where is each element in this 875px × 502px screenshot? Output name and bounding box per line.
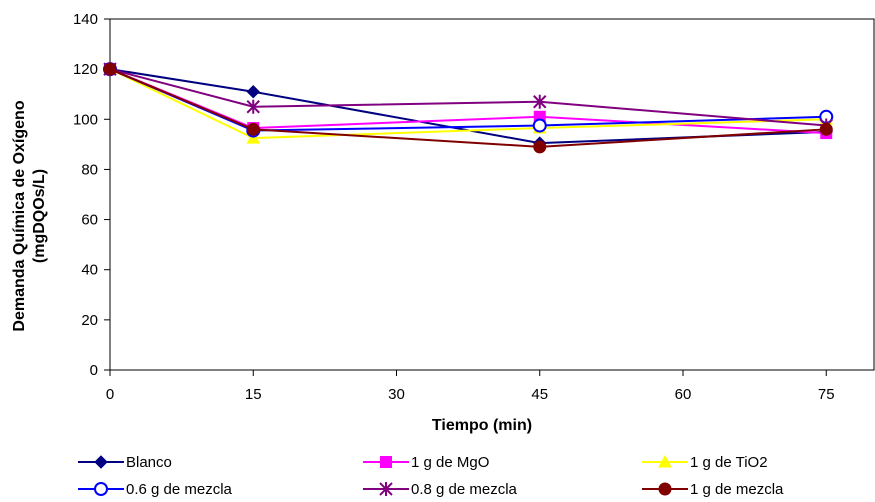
legend-label-1: 1 g de MgO <box>411 454 489 471</box>
y-tick-label-4: 80 <box>81 161 98 178</box>
legend-item-2: 1 g de TiO2 <box>642 454 768 471</box>
legend-item-1: 1 g de MgO <box>363 454 489 471</box>
y-tick-label-1: 20 <box>81 312 98 329</box>
legend-label-5: 1 g de mezcla <box>690 481 784 498</box>
y-tick-label-5: 100 <box>73 111 98 128</box>
y-tick-label-7: 140 <box>73 11 98 28</box>
x-tick-label-5: 75 <box>818 386 835 403</box>
legend-label-2: 1 g de TiO2 <box>690 454 768 471</box>
y-axis-title-line2: (mgDQOs/L) <box>31 169 48 263</box>
series-3 <box>103 62 834 138</box>
x-tick-label-2: 30 <box>388 386 405 403</box>
series-5-point-0 <box>103 62 117 76</box>
x-tick-label-3: 45 <box>531 386 548 403</box>
legend-label-4: 0.8 g de mezcla <box>411 481 518 498</box>
legend-label-3: 0.6 g de mezcla <box>126 481 233 498</box>
legend-marker-3 <box>94 482 108 496</box>
legend-marker-1 <box>380 456 392 468</box>
y-tick-label-6: 120 <box>73 61 98 78</box>
legend-marker-0 <box>94 455 108 469</box>
legend-item-5: 1 g de mezcla <box>642 481 784 498</box>
legend-item-4: 0.8 g de mezcla <box>363 481 518 498</box>
series-5-point-2 <box>533 140 547 154</box>
series-4-point-2 <box>533 94 547 109</box>
series-layer <box>103 62 834 154</box>
series-5 <box>103 62 833 154</box>
series-4-line <box>109 68 827 127</box>
series-4-point-1 <box>246 99 260 114</box>
y-tick-label-2: 40 <box>81 262 98 279</box>
y-tick-label-3: 60 <box>81 212 98 229</box>
plot-frame <box>109 18 875 371</box>
x-tick-label-1: 15 <box>245 386 262 403</box>
y-axis-title-line1: Demanda Química de Oxígeno <box>11 100 28 331</box>
x-tick-label-4: 60 <box>675 386 692 403</box>
legend-item-0: Blanco <box>78 454 172 471</box>
legend-marker-2 <box>658 454 672 468</box>
y-tick-label-0: 0 <box>90 362 98 379</box>
series-5-point-1 <box>246 122 260 136</box>
legend-marker-4 <box>379 482 393 496</box>
series-5-line <box>109 68 827 148</box>
x-axis-title: Tiempo (min) <box>432 417 532 434</box>
series-2-point-1 <box>246 131 261 144</box>
axes: 0 20 40 60 80 100 120 140 0 15 30 45 60 75 <box>73 11 875 403</box>
series-0-line <box>109 68 827 145</box>
legend-label-0: Blanco <box>126 454 172 471</box>
x-tick-label-0: 0 <box>106 386 114 403</box>
legend-item-3: 0.6 g de mezcla <box>78 481 233 498</box>
series-2-line <box>109 68 827 140</box>
legend-marker-5 <box>658 482 672 496</box>
legend: Blanco 1 g de MgO 1 g de TiO2 0.6 g de mezc… <box>78 454 784 498</box>
series-3-point-2 <box>532 118 547 133</box>
series-0-point-1 <box>246 85 260 99</box>
series-5-point-3 <box>819 122 833 136</box>
